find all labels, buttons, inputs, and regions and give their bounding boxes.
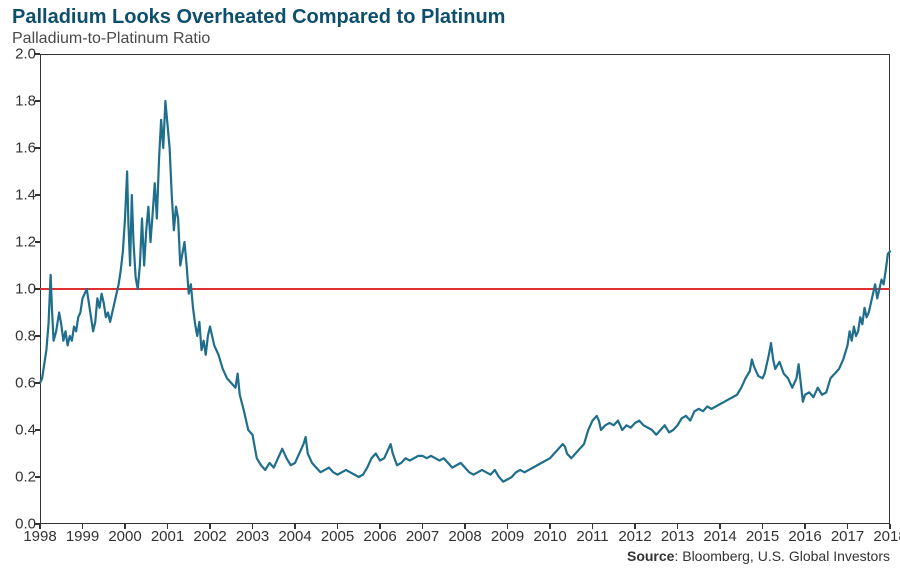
y-tick-mark: [35, 53, 40, 55]
x-tick-label: 2014: [703, 528, 736, 545]
source-prefix: Source: [627, 548, 674, 564]
x-tick-mark: [889, 524, 891, 529]
x-tick-mark: [507, 524, 509, 529]
y-tick-label: 0.2: [6, 469, 36, 486]
x-tick-mark: [124, 524, 126, 529]
x-tick-mark: [464, 524, 466, 529]
y-tick-label: 1.2: [6, 234, 36, 251]
x-tick-mark: [422, 524, 424, 529]
x-tick-label: 2007: [406, 528, 439, 545]
x-tick-label: 2000: [108, 528, 141, 545]
x-tick-mark: [294, 524, 296, 529]
y-tick-mark: [35, 382, 40, 384]
y-tick-mark: [35, 147, 40, 149]
y-tick-label: 1.8: [6, 93, 36, 110]
y-tick-mark: [35, 241, 40, 243]
x-tick-mark: [39, 524, 41, 529]
y-tick-mark: [35, 335, 40, 337]
data-line: [0, 0, 900, 570]
y-tick-label: 0.8: [6, 328, 36, 345]
y-tick-mark: [35, 476, 40, 478]
x-tick-label: 2017: [831, 528, 864, 545]
x-tick-mark: [847, 524, 849, 529]
x-tick-mark: [677, 524, 679, 529]
y-tick-mark: [35, 100, 40, 102]
x-tick-label: 2011: [576, 528, 608, 545]
x-tick-mark: [634, 524, 636, 529]
x-tick-label: 2018: [873, 528, 900, 545]
y-tick-mark: [35, 288, 40, 290]
x-tick-mark: [337, 524, 339, 529]
y-tick-label: 0.4: [6, 422, 36, 439]
x-tick-label: 2006: [363, 528, 396, 545]
y-tick-label: 1.4: [6, 187, 36, 204]
x-tick-label: 2001: [151, 528, 184, 545]
x-tick-mark: [592, 524, 594, 529]
x-tick-label: 2004: [278, 528, 311, 545]
x-tick-label: 2005: [321, 528, 354, 545]
y-tick-label: 1.0: [6, 281, 36, 298]
x-tick-label: 2003: [236, 528, 269, 545]
x-tick-label: 2002: [193, 528, 226, 545]
x-tick-label: 2013: [661, 528, 694, 545]
x-tick-label: 2009: [491, 528, 524, 545]
x-tick-mark: [804, 524, 806, 529]
y-tick-label: 1.6: [6, 140, 36, 157]
x-tick-mark: [252, 524, 254, 529]
x-tick-label: 1999: [66, 528, 99, 545]
x-tick-mark: [379, 524, 381, 529]
source-label: Source: Bloomberg, U.S. Global Investors: [627, 548, 890, 564]
x-tick-mark: [167, 524, 169, 529]
y-tick-mark: [35, 429, 40, 431]
x-tick-label: 2015: [746, 528, 779, 545]
x-tick-mark: [82, 524, 84, 529]
x-tick-label: 2012: [618, 528, 651, 545]
y-tick-mark: [35, 194, 40, 196]
source-text: : Bloomberg, U.S. Global Investors: [674, 548, 890, 564]
y-tick-label: 0.6: [6, 375, 36, 392]
x-tick-label: 2016: [788, 528, 821, 545]
x-tick-mark: [209, 524, 211, 529]
x-tick-mark: [719, 524, 721, 529]
x-tick-label: 2010: [533, 528, 566, 545]
x-tick-mark: [549, 524, 551, 529]
x-tick-label: 1998: [23, 528, 56, 545]
y-tick-label: 2.0: [6, 46, 36, 63]
x-tick-label: 2008: [448, 528, 481, 545]
x-tick-mark: [762, 524, 764, 529]
